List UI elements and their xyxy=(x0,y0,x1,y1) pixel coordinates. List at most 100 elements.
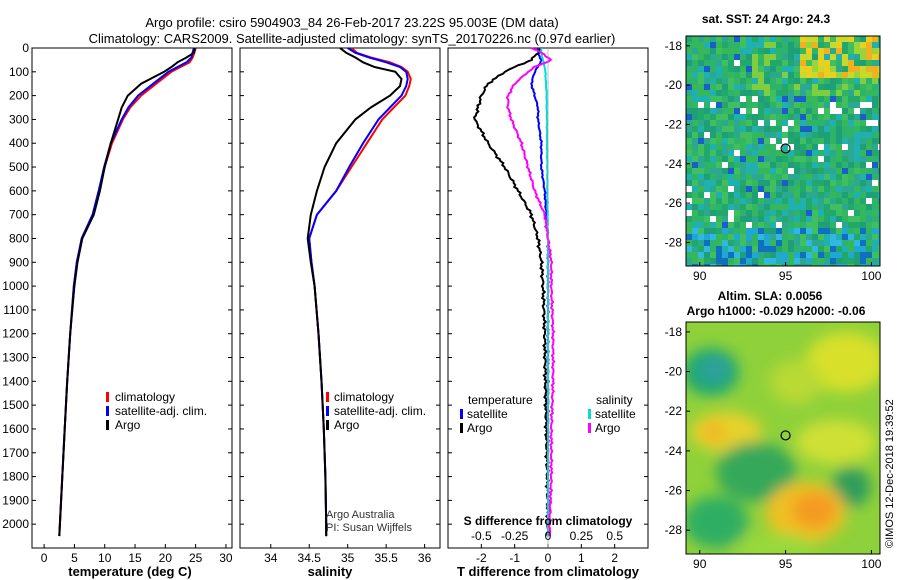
depth-tick-label: 700 xyxy=(9,208,29,222)
legend-s-argo-swatch xyxy=(588,423,591,433)
difference-panel: -2 -1 0 1 2 T difference from climatology S … xyxy=(447,47,649,579)
legend-t-argo-swatch xyxy=(460,423,463,433)
legend-climatology-swatch xyxy=(106,392,109,402)
depth-tick-label: 500 xyxy=(9,160,29,174)
map-y-tick-label: -20 xyxy=(665,365,683,379)
depth-tick-label: 1400 xyxy=(2,374,29,388)
x-tick-label: 36 xyxy=(418,551,432,565)
x-tick-label: 30 xyxy=(219,551,233,565)
x-tick-label: -2 xyxy=(476,551,487,565)
depth-tick-label: 1200 xyxy=(2,327,29,341)
depth-tick-label: 1700 xyxy=(2,446,29,460)
temperature-series xyxy=(58,47,197,537)
legend-temperature-title: temperature xyxy=(468,393,533,407)
depth-tick-label: 300 xyxy=(9,112,29,126)
sla-map-frame xyxy=(685,321,881,555)
temperature-axis-label: temperature (deg C) xyxy=(68,564,192,579)
depth-axis-ticks: 0 100 200 300 400 500 600 700 800 900 1000 1100 1200… xyxy=(2,41,232,531)
map-y-tick-label: -18 xyxy=(665,325,683,339)
depth-tick-label: 200 xyxy=(9,89,29,103)
legend-t-satellite-swatch xyxy=(460,409,463,419)
temperature-axis-ticks: 0 5 10 15 20 25 30 xyxy=(41,544,233,565)
s-difference-axis-label: S difference from climatology xyxy=(464,514,633,528)
legend-s-satellite-label: satellite xyxy=(595,407,636,421)
depth-tick-label: 1500 xyxy=(2,398,29,412)
map-y-tick-label: -18 xyxy=(665,39,683,53)
depth-tick-label: 2000 xyxy=(2,517,29,531)
s-difference-tick-labels: -0.5 -0.25 0 0.25 0.5 xyxy=(471,529,623,543)
s-diff-tick-label: 0 xyxy=(545,529,552,543)
map-y-tick-label: -20 xyxy=(665,78,683,92)
sst-argo-location-marker xyxy=(780,143,791,154)
x-tick-label: 0 xyxy=(545,551,552,565)
sst-map-title: sat. SST: 24 Argo: 24.3 xyxy=(702,12,831,26)
series-line-satellite-adj-clim- xyxy=(58,47,195,537)
map-y-tick-label: -26 xyxy=(665,484,683,498)
imos-timestamp: ©IMOS 12-Dec-2018 19:39:52 xyxy=(884,399,896,548)
salinity-depth-ticks xyxy=(240,47,440,525)
sla-map-axes: 90 95 100 -18 -20 -22 -24 -26 -28 xyxy=(665,325,882,571)
depth-tick-label: 1000 xyxy=(2,279,29,293)
depth-tick-label: 800 xyxy=(9,231,29,245)
series-line-argo xyxy=(58,47,196,537)
depth-tick-label: 1900 xyxy=(2,493,29,507)
legend-t-satellite-label: satellite xyxy=(467,407,508,421)
difference-depth-ticks xyxy=(448,47,648,525)
x-tick-label: 2 xyxy=(611,551,618,565)
figure-title-line-1: Argo profile: csiro 5904903_84 26-Feb-20… xyxy=(145,15,558,30)
series-line-argo xyxy=(306,47,403,537)
depth-tick-label: 600 xyxy=(9,184,29,198)
salinity-panel: 34 34.5 35 35.5 36 salinity climatology sate… xyxy=(239,47,441,579)
sal-legend-argo-swatch xyxy=(326,420,329,430)
salinity-axis-label: salinity xyxy=(308,564,354,579)
credit-pi-name: PI: Susan Wijffels xyxy=(326,522,412,534)
legend-s-argo-label: Argo xyxy=(595,421,621,435)
salinity-axis-ticks: 34 34.5 35 35.5 36 xyxy=(264,544,432,565)
map-y-tick-label: -24 xyxy=(665,157,683,171)
x-tick-label: 20 xyxy=(159,551,173,565)
x-tick-label: -1 xyxy=(509,551,520,565)
sst-map-axes: 90 95 100 -18 -20 -22 -24 -26 -28 xyxy=(665,39,882,283)
legend-satellite-swatch xyxy=(106,406,109,416)
x-tick-label: 35 xyxy=(341,551,355,565)
map-y-tick-label: -26 xyxy=(665,196,683,210)
difference-legend: temperature satellite Argo salinity sate… xyxy=(460,393,636,435)
map-x-tick-label: 95 xyxy=(779,557,793,571)
depth-tick-label: 0 xyxy=(22,41,29,55)
salinity-series xyxy=(306,47,412,537)
x-tick-label: 34.5 xyxy=(298,551,322,565)
legend-s-satellite-swatch xyxy=(588,409,591,419)
legend-satellite-label: satellite-adj. clim. xyxy=(115,404,207,418)
depth-tick-label: 1100 xyxy=(3,303,29,317)
temperature-plot-frame xyxy=(31,47,233,549)
depth-tick-label: 900 xyxy=(9,255,29,269)
sst-map-frame xyxy=(685,35,881,267)
difference-series xyxy=(472,47,556,548)
series-line-climatology xyxy=(58,47,197,537)
s-diff-tick-label: -0.25 xyxy=(501,529,529,543)
figure-title-line-2: Climatology: CARS2009. Satellite-adjuste… xyxy=(89,31,616,46)
legend-climatology-label: climatology xyxy=(115,390,175,404)
sst-map-panel: sat. SST: 24 Argo: 24.3 90 95 100 -18 -20 -22… xyxy=(665,12,882,283)
x-tick-label: 0 xyxy=(41,551,48,565)
legend-argo-swatch xyxy=(106,420,109,430)
sal-legend-argo-label: Argo xyxy=(334,418,360,432)
temperature-panel: 0100200300400500600700800900100011001200… xyxy=(2,41,233,579)
x-tick-label: 5 xyxy=(71,551,78,565)
depth-tick-label: 1300 xyxy=(2,351,29,365)
s-diff-tick-label: -0.5 xyxy=(471,529,492,543)
map-x-tick-label: 90 xyxy=(693,557,707,571)
credit-argo-australia: Argo Australia xyxy=(326,509,395,521)
sal-legend-satellite-swatch xyxy=(326,406,329,416)
depth-tick-label: 400 xyxy=(9,136,29,150)
depth-tick-label: 1800 xyxy=(2,470,29,484)
s-diff-tick-label: 0.5 xyxy=(606,529,623,543)
x-tick-label: 25 xyxy=(189,551,203,565)
map-y-tick-label: -24 xyxy=(665,444,683,458)
difference-axis-ticks: -2 -1 0 1 2 xyxy=(476,544,618,565)
sla-map-panel: Altim. SLA: 0.0056 Argo h1000: -0.029 h2… xyxy=(665,289,882,571)
depth-tick-label: 1600 xyxy=(2,422,29,436)
map-y-tick-label: -22 xyxy=(665,117,683,131)
temperature-legend: climatology satellite-adj. clim. Argo xyxy=(106,390,207,432)
